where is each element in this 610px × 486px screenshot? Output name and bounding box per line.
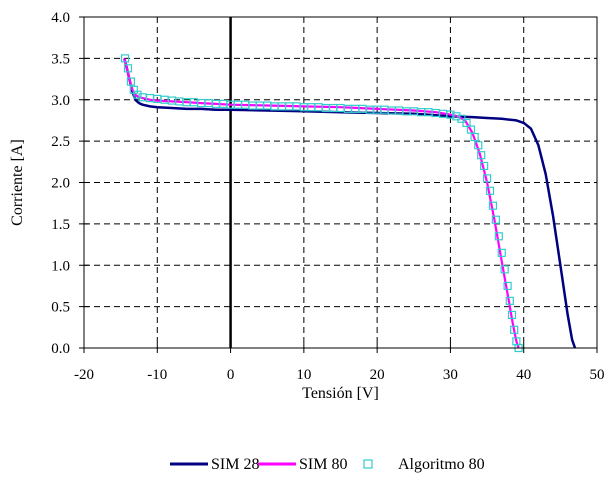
data-point — [457, 114, 466, 123]
y-tick-label: 0.0 — [51, 341, 70, 357]
y-tick-label: 2.0 — [51, 176, 70, 192]
y-tick-label: 1.0 — [51, 258, 70, 274]
series-markers-algoritmo-80 — [120, 54, 523, 353]
x-tick-label: 40 — [516, 367, 531, 383]
y-tick-label: 0.5 — [51, 300, 70, 316]
data-point — [470, 132, 479, 142]
x-tick-label: -20 — [74, 367, 94, 383]
data-point — [485, 186, 495, 195]
legend-label-algoritmo-80: Algoritmo 80 — [398, 456, 485, 473]
data-point — [482, 174, 492, 183]
y-tick-label: 3.0 — [51, 93, 70, 109]
y-tick-label: 1.5 — [51, 217, 70, 233]
data-point — [503, 281, 512, 291]
data-point — [462, 118, 471, 128]
plot-series — [120, 54, 577, 353]
x-tick-label: 0 — [227, 367, 235, 383]
y-tick-labels: 0.0 0.5 1.0 1.5 2.0 2.5 3.0 3.5 4.0 — [51, 10, 70, 357]
data-point — [474, 141, 483, 150]
data-point — [500, 265, 509, 274]
x-tick-label: 30 — [443, 367, 458, 383]
data-point — [480, 161, 489, 171]
legend: SIM 28 SIM 80 Algoritmo 80 — [170, 456, 485, 473]
y-tick-label: 2.5 — [51, 134, 70, 150]
data-point — [120, 54, 130, 63]
x-tick-label: 50 — [590, 367, 605, 383]
data-point — [126, 77, 136, 86]
x-tick-label: 20 — [370, 367, 385, 383]
data-point — [494, 232, 503, 241]
series-line-sim-28 — [123, 58, 577, 349]
data-point — [491, 215, 500, 224]
x-tick-labels: -20 -10 0 10 20 30 40 50 — [74, 367, 605, 383]
x-tick-label: -10 — [147, 367, 167, 383]
tick-marks — [79, 16, 598, 353]
data-point — [505, 296, 514, 305]
grid-lines — [84, 17, 597, 348]
data-point — [446, 110, 455, 119]
data-point — [510, 325, 519, 334]
y-tick-label: 3.5 — [51, 51, 70, 67]
y-tick-label: 4.0 — [51, 10, 70, 26]
y-axis-title: Corriente [A] — [9, 139, 26, 226]
data-point — [133, 90, 142, 99]
legend-swatch-algoritmo-80 — [363, 459, 373, 469]
data-point — [507, 310, 517, 319]
data-point — [497, 248, 506, 257]
x-tick-label: 10 — [296, 367, 311, 383]
data-point — [452, 112, 461, 121]
x-axis-title: Tensión [V] — [302, 385, 379, 402]
plot-frame — [83, 16, 598, 349]
legend-label-sim-28: SIM 28 — [211, 456, 259, 473]
data-point — [123, 64, 133, 73]
legend-label-sim-80: SIM 80 — [299, 456, 347, 473]
data-point — [477, 151, 486, 160]
data-point — [488, 201, 498, 210]
